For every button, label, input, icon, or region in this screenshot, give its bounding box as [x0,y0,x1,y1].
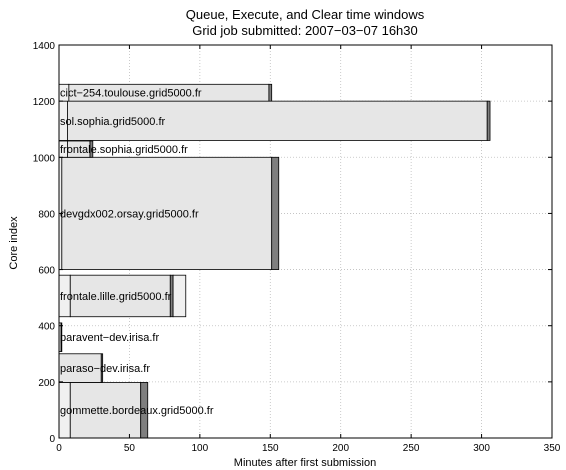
host-label: gommette.bordeaux.grid5000.fr [60,405,214,417]
clear-bar [100,353,104,383]
y-tick-label: 400 [38,322,55,333]
host-label: paravent−dev.irisa.fr [60,332,159,344]
y-tick-label: 1000 [33,153,56,164]
x-tick-label: 100 [192,443,209,454]
y-tick-label: 1400 [33,41,56,52]
x-tick-label: 200 [332,443,349,454]
y-tick-label: 800 [38,209,55,220]
clear-bar [89,140,94,158]
x-tick-label: 50 [124,443,136,454]
chart-title-line-2: Grid job submitted: 2007−03−07 16h30 [192,23,418,38]
bar-layer [58,83,491,439]
execute-bar [69,274,171,318]
clear-bar [268,83,273,102]
x-tick-label: 0 [56,443,62,454]
clear-bar [486,100,491,141]
label-layer: gommette.bordeaux.grid5000.fr paraso−dev.… [60,88,214,417]
x-tick-label: 250 [403,443,420,454]
y-tick-label: 600 [38,266,55,277]
clear-bar [60,322,63,352]
x-axis-label: Minutes after first submission [234,457,376,469]
x-tick-label: 350 [544,443,561,454]
y-tick-label: 200 [38,378,55,389]
y-tick-label: 1200 [33,97,56,108]
x-tick-label: 150 [262,443,279,454]
execute-bar [61,156,273,270]
host-label: frontale.sophia.grid5000.fr [60,144,188,156]
y-tick-label: 0 [49,434,55,445]
host-label: cict−254.toulouse.grid5000.fr [60,88,202,100]
tick-layer: 0 50 100 150 200 250 300 350 0 200 400 600 800 1000 12… [33,41,561,454]
queue-overlay-bar [172,274,187,318]
plot-frame [58,44,553,439]
chart-title-line-1: Queue, Execute, and Clear time windows [186,7,425,22]
y-axis-label: Core index [8,216,20,270]
host-label: sol.sophia.grid5000.fr [60,116,166,128]
execute-bar [67,100,488,141]
host-label: frontale.lille.grid5000.fr [60,291,172,303]
x-tick-label: 300 [473,443,490,454]
clear-bar [271,156,280,270]
host-label: devgdx002.orsay.grid5000.fr [60,208,199,220]
execute-bar [58,353,102,383]
host-label: paraso−dev.irisa.fr [60,363,150,375]
execute-bar [69,382,142,439]
